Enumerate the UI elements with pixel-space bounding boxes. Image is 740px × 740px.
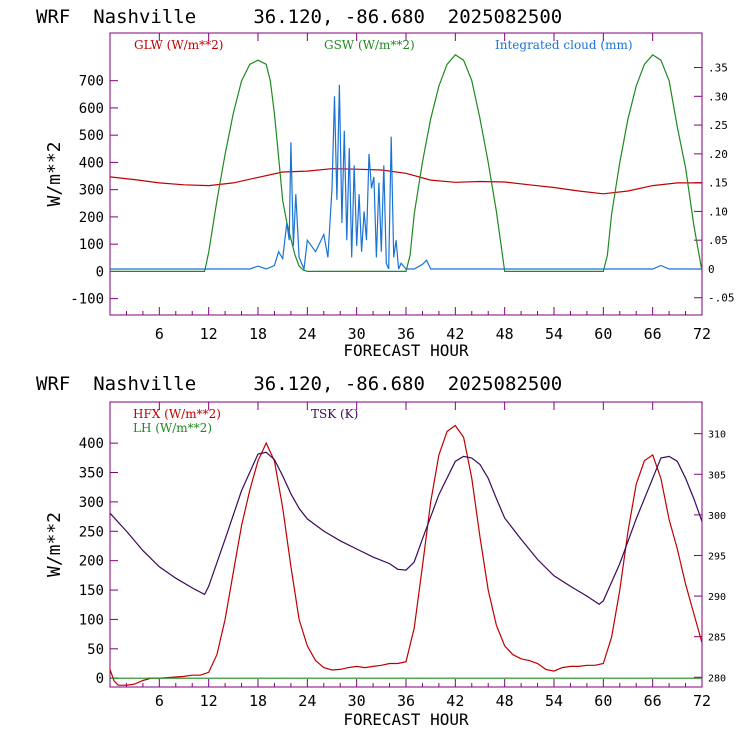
x-tick-label: 66 [644, 692, 662, 710]
series-line-glw [110, 168, 702, 195]
y-tick-label: 400 [79, 436, 104, 452]
chart-1: 6 12 18 24 30 36 42 48 54 60 66 72 -100 0 100 200 300 400… [44, 32, 735, 360]
y2-tick-label: -.05 [708, 292, 735, 305]
x-tick-label: 36 [397, 692, 415, 710]
legend-entry-glw: GLW (W/m**2) [134, 38, 223, 52]
x-tick-label: 60 [594, 692, 612, 710]
y-tick-label: 400 [79, 155, 104, 171]
y2-tick-label: 280 [708, 673, 726, 684]
y-tick-label: 0 [96, 264, 104, 280]
y-tick-label: 0 [96, 671, 104, 687]
x-tick-label: 42 [446, 325, 464, 343]
x-axis-label: FORECAST HOUR [343, 341, 469, 360]
y2-tick-label: .20 [708, 148, 728, 161]
x-tick-label: 12 [200, 692, 218, 710]
legend-entry-hfx: HFX (W/m**2) [133, 407, 221, 421]
y-tick-label: -100 [70, 292, 104, 308]
chart-1-title: WRF Nashville 36.120, -86.680 2025082500 [36, 6, 563, 28]
x-tick-label: 72 [693, 325, 711, 343]
y2-tick-label: .05 [708, 234, 728, 247]
x-tick-label: 12 [200, 325, 218, 343]
series-line-gsw [110, 54, 702, 272]
y-axis-label: W/m**2 [44, 512, 65, 577]
legend-entry-lh: LH (W/m**2) [133, 421, 212, 435]
y-tick-label: 600 [79, 101, 104, 117]
y-tick-label: 200 [79, 210, 104, 226]
x-tick-label: 54 [545, 325, 563, 343]
x-tick-label: 48 [496, 692, 514, 710]
x-tick-label: 18 [249, 692, 267, 710]
x-tick-label: 60 [594, 325, 612, 343]
y2-tick-label: .30 [708, 90, 728, 103]
series-line-integrated [110, 84, 702, 272]
y-tick-label: 500 [79, 128, 104, 144]
y-tick-label: 300 [79, 495, 104, 511]
y-tick-label: 150 [79, 583, 104, 599]
x-tick-label: 42 [446, 692, 464, 710]
x-tick-label: 30 [348, 325, 366, 343]
y2-tick-label: 295 [708, 551, 726, 562]
legend-entry-tsk: TSK (K) [311, 407, 358, 421]
y2-tick-label: 290 [708, 592, 726, 603]
x-tick-label: 36 [397, 325, 415, 343]
x-tick-label: 30 [348, 692, 366, 710]
plot-frame [109, 401, 703, 688]
y-tick-label: 300 [79, 183, 104, 199]
y-tick-label: 200 [79, 554, 104, 570]
x-tick-label: 24 [298, 325, 316, 343]
y2-tick-label: .25 [708, 119, 728, 132]
y-tick-label: 250 [79, 524, 104, 540]
y-tick-label: 50 [87, 642, 104, 658]
chart-2: 6 12 18 24 30 36 42 48 54 60 66 72 0 50 100 150 200 250 30… [44, 401, 726, 729]
x-tick-label: 72 [693, 692, 711, 710]
x-axis-label: FORECAST HOUR [343, 710, 469, 729]
chart-2-title: WRF Nashville 36.120, -86.680 2025082500 [36, 373, 563, 395]
x-tick-label: 54 [545, 692, 563, 710]
legend-entry-integrated: Integrated cloud (mm) [495, 38, 633, 52]
legend-entry-gsw: GSW (W/m**2) [324, 38, 415, 52]
series-line-tsk [110, 451, 702, 605]
y2-tick-label: 0 [708, 263, 715, 276]
y2-tick-label: .10 [708, 205, 728, 218]
x-tick-label: 66 [644, 325, 662, 343]
y2-tick-label: 310 [708, 430, 726, 441]
series-line-hfx [110, 424, 702, 686]
y2-tick-label: .15 [708, 177, 728, 190]
y-tick-label: 100 [79, 237, 104, 253]
x-tick-label: 6 [155, 325, 164, 343]
y2-tick-label: 300 [708, 511, 726, 522]
y-axis-label: W/m**2 [44, 141, 65, 206]
y2-tick-label: .35 [708, 62, 728, 75]
y-tick-label: 100 [79, 612, 104, 628]
plot-frame [109, 32, 703, 316]
x-tick-label: 6 [155, 692, 164, 710]
y2-tick-label: 285 [708, 633, 726, 644]
y-tick-label: 350 [79, 466, 104, 482]
x-tick-label: 48 [496, 325, 514, 343]
x-tick-label: 24 [298, 692, 316, 710]
x-tick-label: 18 [249, 325, 267, 343]
y2-tick-label: 305 [708, 470, 726, 481]
y-tick-label: 700 [79, 74, 104, 90]
